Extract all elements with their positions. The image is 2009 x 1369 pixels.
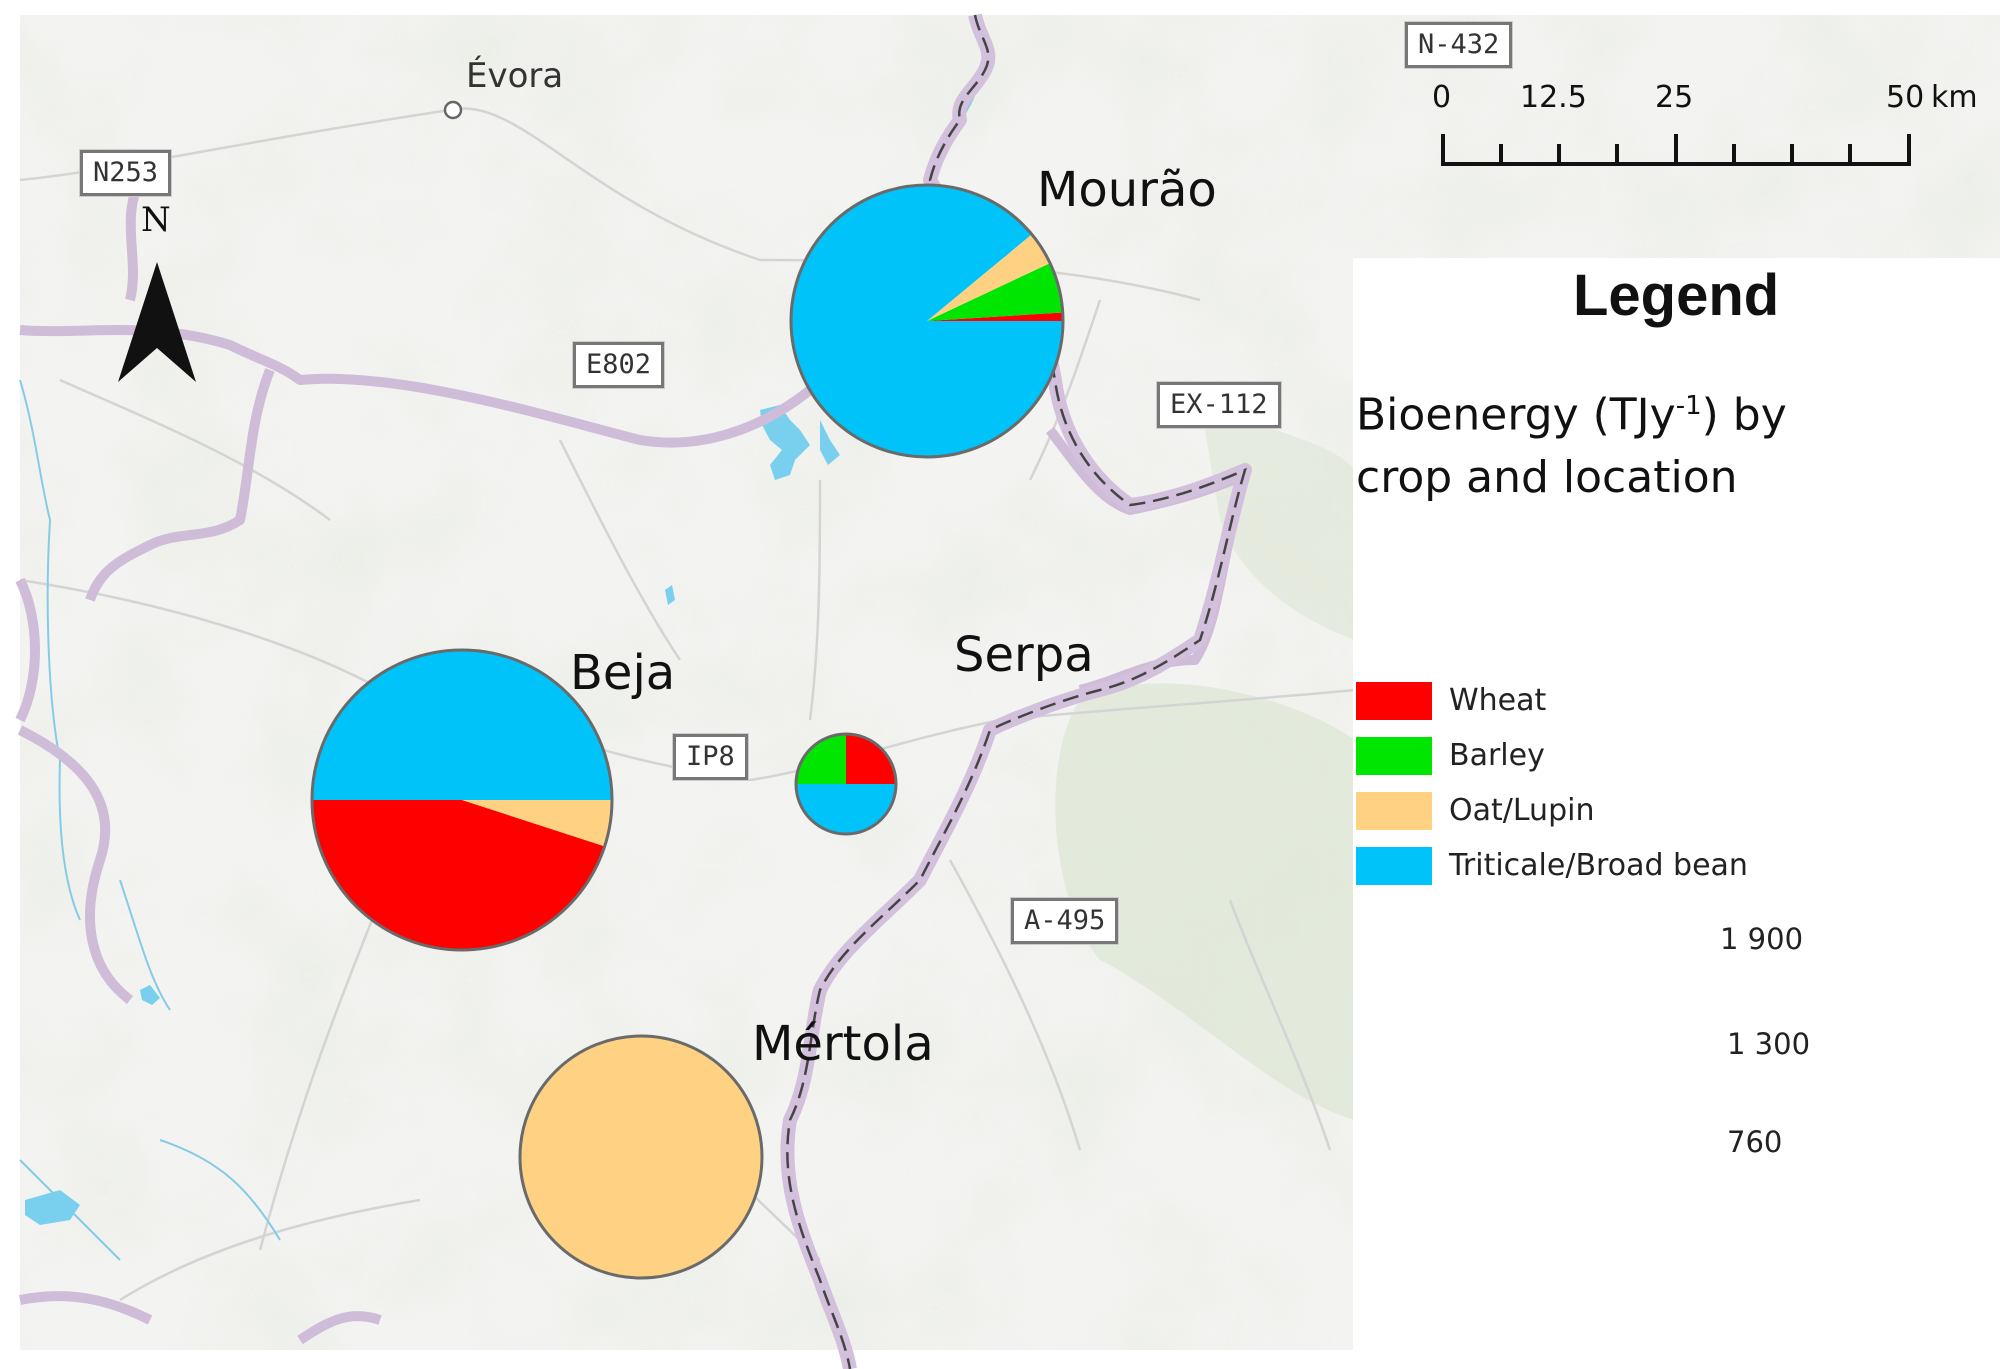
legend-swatch-triticale bbox=[1356, 847, 1432, 885]
rivers bbox=[19, 79, 981, 1261]
vegetation-patch bbox=[1200, 400, 1355, 640]
scale-label-0: 0 bbox=[1432, 80, 1452, 115]
pie-slice-mourao-oat-lupin bbox=[927, 234, 1051, 321]
north-arrow-label: N bbox=[141, 200, 171, 240]
scale-label-12-5: 12.5 bbox=[1520, 80, 1587, 115]
place-label-mourao: Mourão bbox=[1037, 162, 1217, 218]
legend-subtitle: Bioenergy (TJy-1) by crop and location bbox=[1356, 375, 1787, 509]
road-shield-e802: E802 bbox=[573, 342, 665, 388]
legend-subtitle-pre: Bioenergy (TJy bbox=[1356, 389, 1676, 441]
legend-title: Legend bbox=[1573, 263, 1780, 328]
pie-charts bbox=[310, 183, 1065, 1280]
scale-unit: km bbox=[1931, 80, 1978, 115]
reservoirs bbox=[25, 405, 840, 1225]
scale-bar bbox=[1441, 134, 1911, 166]
road-shield-ip8: IP8 bbox=[673, 734, 748, 780]
pie-slice-mourao-triticale-broad-bean bbox=[791, 184, 1063, 457]
place-label-mertola: Mértola bbox=[752, 1016, 934, 1072]
place-label-evora: Évora bbox=[466, 56, 564, 96]
pie-slice-beja-wheat bbox=[312, 800, 605, 951]
north-arrow-icon bbox=[118, 262, 196, 382]
legend-panel bbox=[1353, 258, 2009, 1369]
place-label-beja: Beja bbox=[570, 645, 676, 701]
size-legend-label-1900: 1 900 bbox=[1720, 922, 1804, 956]
legend-swatch-oat-lupin bbox=[1356, 792, 1432, 830]
legend-label-triticale: Triticale/Broad bean bbox=[1449, 848, 1748, 883]
pie-slice-beja-triticale-broad-bean bbox=[312, 650, 612, 800]
road-shield-n253: N253 bbox=[80, 150, 172, 196]
size-legend-label-760: 760 bbox=[1727, 1125, 1783, 1159]
legend-label-wheat: Wheat bbox=[1449, 683, 1547, 718]
road-shield-a495: A-495 bbox=[1011, 898, 1119, 944]
place-label-serpa: Serpa bbox=[954, 627, 1094, 683]
legend-label-barley: Barley bbox=[1449, 738, 1545, 773]
scale-label-25: 25 bbox=[1655, 80, 1694, 115]
evora-marker bbox=[443, 100, 463, 120]
pie-slice-mourao-barley bbox=[927, 263, 1063, 321]
legend-subtitle-post: ) by bbox=[1701, 389, 1787, 441]
pie-outline-mertola bbox=[518, 1034, 764, 1280]
pie-slice-serpa-triticale-broad-bean bbox=[796, 784, 896, 834]
legend-label-oat-lupin: Oat/Lupin bbox=[1449, 793, 1595, 828]
pie-slice-beja-oat-lupin bbox=[462, 800, 612, 847]
vegetation-patch bbox=[1055, 683, 1355, 1120]
size-legend-label-1300: 1 300 bbox=[1727, 1027, 1811, 1061]
legend-swatch-wheat bbox=[1356, 682, 1432, 720]
scale-label-50: 50 bbox=[1886, 80, 1925, 115]
road-shield-n432: N-432 bbox=[1405, 22, 1513, 68]
legend-subtitle-line2: crop and location bbox=[1356, 451, 1738, 503]
national-border bbox=[786, 14, 1247, 1369]
minor-roads bbox=[19, 107, 1356, 1302]
pie-slice-mourao-wheat bbox=[927, 312, 1063, 321]
pie-slice-serpa-barley bbox=[796, 734, 846, 784]
legend-swatch-barley bbox=[1356, 737, 1432, 775]
pie-slice-mertola-oat-lupin bbox=[520, 1036, 762, 1278]
legend-subtitle-sup: -1 bbox=[1675, 391, 1702, 421]
pie-outline-mourao bbox=[789, 183, 1065, 459]
pie-slice-serpa-wheat bbox=[846, 734, 896, 784]
road-shield-ex112: EX-112 bbox=[1157, 382, 1281, 428]
pie-outline-serpa bbox=[794, 732, 898, 836]
pie-outline-beja bbox=[310, 648, 614, 952]
